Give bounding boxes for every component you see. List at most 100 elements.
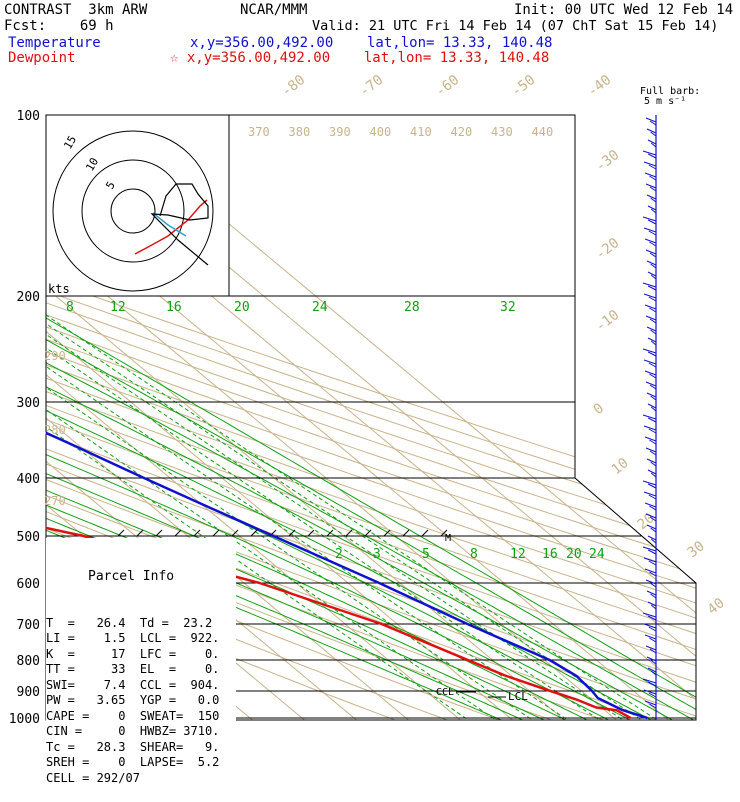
pressure-tick-label: 700 [17,618,40,633]
wind-barb [648,692,657,698]
wind-barb [645,579,657,585]
hodograph-ring [52,130,214,292]
wind-barb [643,557,657,563]
wind-barb [647,469,657,475]
hodograph-ring [81,159,185,263]
wind-barb [645,447,657,453]
isotherm-label: -40 [585,72,615,100]
wind-barb [642,480,657,486]
wind-barb [650,461,657,467]
wind-barb [649,252,657,258]
wind-barb [649,703,657,709]
hatch-mark [345,529,353,537]
pressure-tick-label: 100 [17,109,40,124]
wind-barb [646,590,657,596]
forecast-hour: Fcst: 69 h [4,18,114,34]
parcel-info-row: SREH = 0 LAPSE= 5.2 [46,755,220,769]
parcel-info-row: TT = 33 EL = 0. [46,662,220,676]
dry-adiabat [46,115,696,720]
wind-barb [646,326,657,332]
wind-barb [643,425,657,431]
dry-adiabat [46,115,696,720]
dewpoint-location: ☆ x,y=356.00,492.00 lat,lon= 13.33, 140.… [170,50,550,66]
hatch-mark [421,529,429,537]
wind-barb [644,568,657,574]
wind-barb [645,183,657,189]
dry-adiabat [46,115,696,720]
dry-adiabat [46,115,696,720]
hatch-mark [155,529,163,537]
isotherm-line [46,115,630,720]
wind-barb [645,381,657,387]
moist-adiabat [46,115,696,720]
wind-barb [650,670,657,676]
wind-barb [650,197,657,203]
wind-barb [648,164,657,170]
wind-barb [642,282,657,288]
pressure-tick-label: 800 [17,654,40,669]
wind-barb [647,139,657,145]
wind-barb [646,128,657,134]
parcel-info-row: LI = 1.5 LCL = 922. [46,631,220,645]
init-time: Init: 00 UTC Wed 12 Feb 14 [514,2,734,18]
hatch-mark [364,529,372,537]
isotherm-label: 40 [705,595,728,618]
theta-label: 400 [370,125,392,139]
mixing-ratio-label: 20 [566,547,582,562]
hatch-mark [307,529,315,537]
wind-barb [647,205,657,211]
wind-barb [650,527,657,533]
hatch-mark [193,529,201,537]
wind-barb [642,678,657,684]
parcel-info-row: CAPE = 0 SWEAT= 150 [46,708,220,723]
pressure-tick-label: 1000 [9,712,40,727]
wind-barb [647,615,657,621]
dewpoint-legend: Dewpoint [8,50,76,66]
hatch-mark [383,529,391,537]
wind-barb [649,384,657,390]
wind-barb [649,439,657,445]
wind-barb [649,516,657,522]
pressure-tick-label: 900 [17,685,40,700]
wind-barb [647,337,657,343]
wind-barb [646,392,657,398]
mixing-ratio-label: 2 [335,547,343,562]
wind-barb [643,161,657,167]
wind-barb [649,450,657,456]
wind-barb [649,241,657,247]
wind-barb [647,417,657,423]
mixing-ratio-label: 12 [110,300,126,315]
dry-adiabat [46,115,696,720]
wind-barb [649,505,657,511]
isotherm-label: -50 [509,72,539,100]
isotherm-label: -70 [357,72,387,100]
wind-barb [648,428,657,434]
wind-barb [647,601,657,607]
theta-label: 380 [289,125,311,139]
moist-adiabat [46,115,651,720]
moist-adiabat [46,115,588,720]
wind-barb [650,604,657,610]
wind-barb [647,219,657,225]
hatch-mark [212,529,220,537]
dry-adiabat [46,115,687,720]
wind-barb [644,634,657,640]
ccl-marker: CCL [436,687,454,698]
wind-barb [648,560,657,566]
wind-barb [646,194,657,200]
wind-barb [649,582,657,588]
dry-adiabat [46,115,696,720]
wind-barb [646,260,657,266]
wind-barb [646,458,657,464]
pressure-tick-label: 500 [17,530,40,545]
wind-barb [650,472,657,478]
pressure-tick-label: 300 [17,396,40,411]
wind-barb [646,656,657,662]
wind-barb [645,249,657,255]
wind-barb [649,186,657,192]
hodograph-unit: kts [48,282,70,296]
hatch-mark [117,529,125,537]
hatch-mark [326,529,334,537]
wind-barb [649,307,657,313]
wind-barb [647,403,657,409]
